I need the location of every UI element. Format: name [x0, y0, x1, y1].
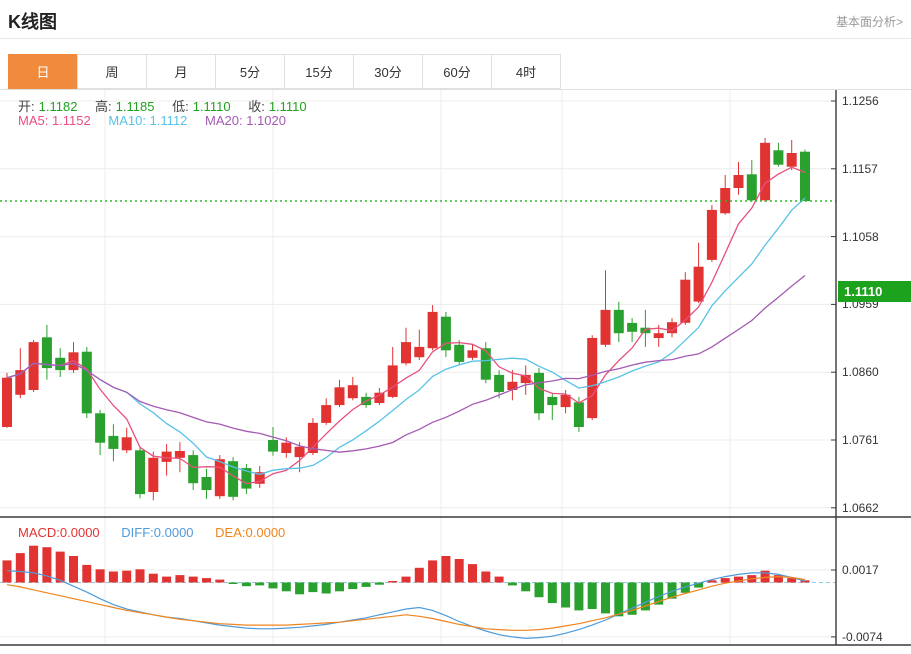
- tab-month[interactable]: 月: [146, 54, 216, 89]
- header-divider: [0, 38, 911, 39]
- price-tick-5: 1.0860: [842, 365, 879, 379]
- tab-15min[interactable]: 15分: [284, 54, 354, 89]
- tab-60min[interactable]: 60分: [422, 54, 492, 89]
- interval-tabbar: 日 周 月 5分 15分 30分 60分 4时: [0, 54, 911, 90]
- high-value: 1.1185: [115, 99, 155, 114]
- open-label: 开:: [18, 99, 35, 114]
- close-label: 收:: [248, 99, 265, 114]
- macd-tick-1: 0.0017: [842, 563, 879, 577]
- chart-area: 开: 1.1182 高: 1.1185 低: 1.1110 收: 1.1110 MA5:…: [0, 90, 911, 654]
- page-title: K线图: [8, 12, 57, 32]
- tab-week[interactable]: 周: [77, 54, 147, 89]
- macd-value: MACD:0.0000: [18, 525, 100, 540]
- ma10-value: MA10: 1.1112: [108, 113, 188, 128]
- ma5-value: MA5: 1.1152: [18, 113, 91, 128]
- current-price-tag: 1.1110: [838, 281, 911, 302]
- ma-legend: MA5: 1.1152 MA10: 1.1112 MA20: 1.1020: [18, 113, 290, 128]
- price-tick-1: 1.1256: [842, 94, 879, 108]
- kline-chart-svg[interactable]: [0, 90, 911, 654]
- price-tick-7: 1.0662: [842, 501, 879, 515]
- close-value: 1.1110: [268, 99, 307, 114]
- ohlc-legend: 开: 1.1182 高: 1.1185 低: 1.1110 收: 1.1110: [18, 96, 311, 115]
- low-label: 低:: [172, 99, 189, 114]
- tab-5min[interactable]: 5分: [215, 54, 285, 89]
- tab-30min[interactable]: 30分: [353, 54, 423, 89]
- high-label: 高:: [95, 99, 112, 114]
- macd-legend: MACD:0.0000 DIFF:0.0000 DEA:0.0000: [18, 525, 303, 540]
- tab-4hour[interactable]: 4时: [491, 54, 561, 89]
- macd-tick-2: -0.0074: [842, 630, 883, 644]
- tab-day[interactable]: 日: [8, 54, 78, 89]
- open-value: 1.1182: [38, 99, 78, 114]
- ma20-value: MA20: 1.1020: [205, 113, 286, 128]
- price-tick-2: 1.1157: [842, 162, 878, 176]
- low-value: 1.1110: [192, 99, 231, 114]
- price-tick-3: 1.1058: [842, 230, 879, 244]
- fundamental-analysis-link[interactable]: 基本面分析>: [835, 15, 903, 29]
- dea-value: DEA:0.0000: [215, 525, 286, 540]
- diff-value: DIFF:0.0000: [121, 525, 194, 540]
- price-tick-6: 1.0761: [842, 433, 879, 447]
